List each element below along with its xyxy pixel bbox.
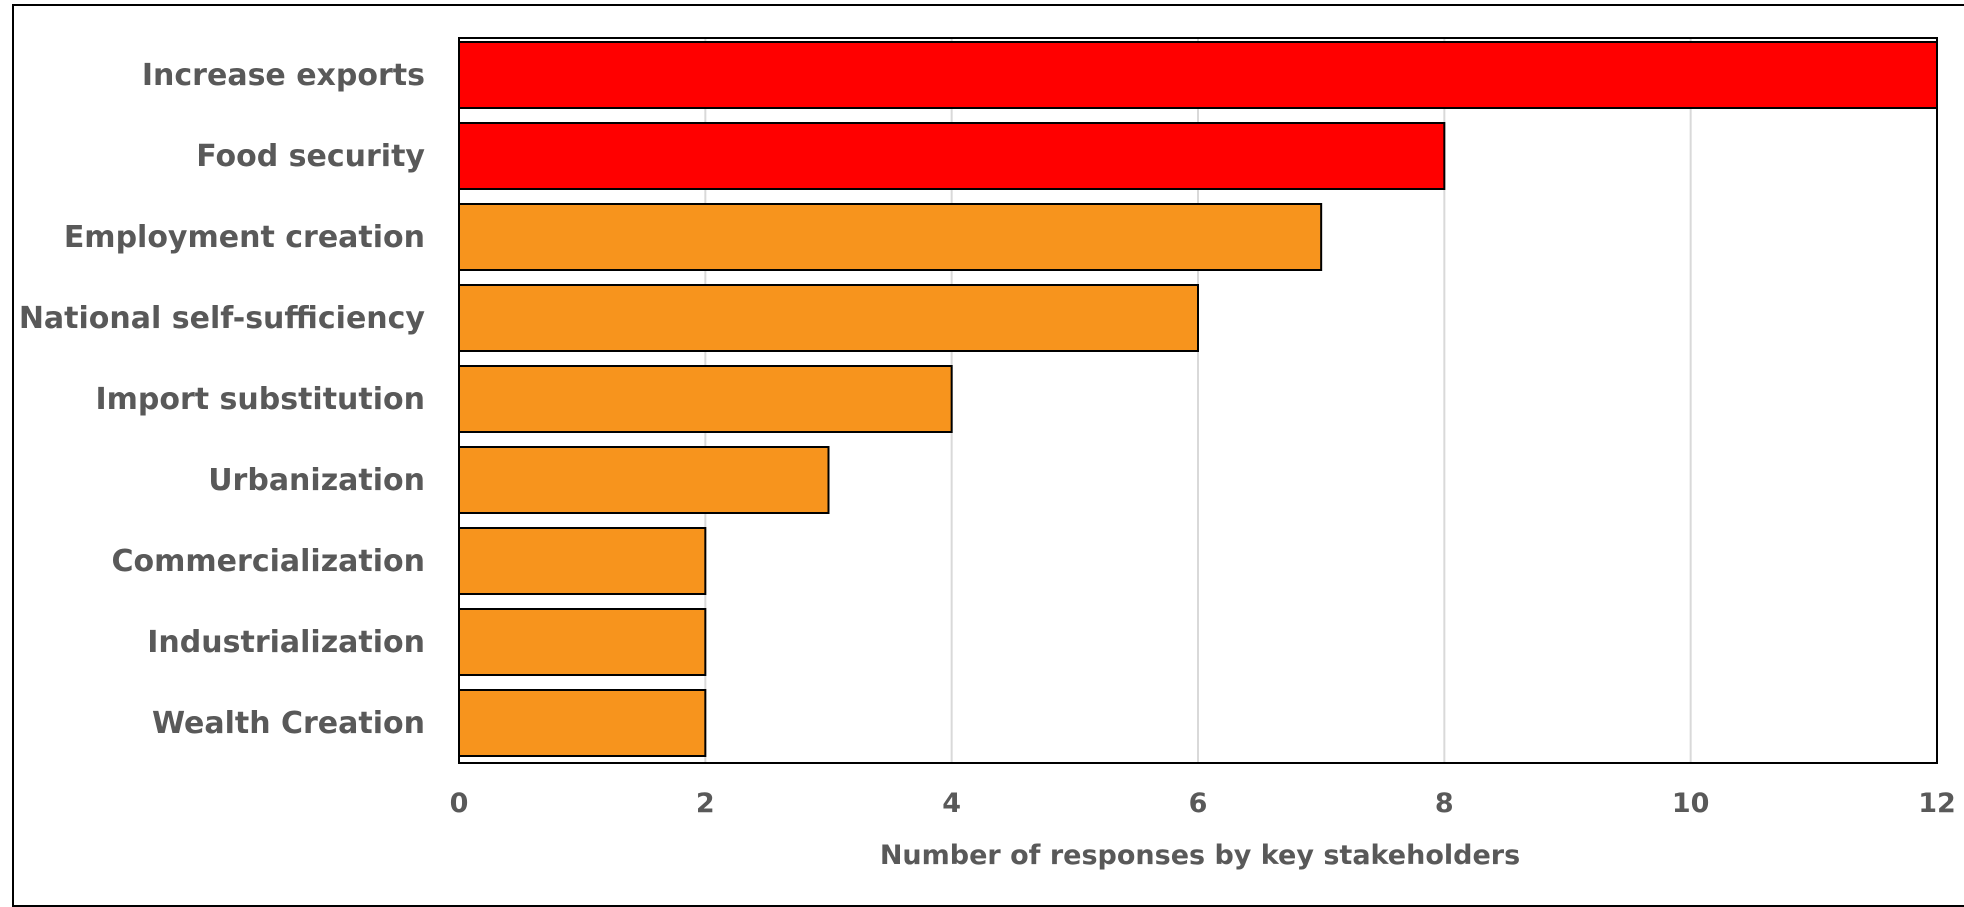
- bar-increase-exports: [458, 41, 1938, 109]
- category-label: Industrialization: [147, 625, 425, 660]
- x-tick-label: 10: [1672, 788, 1710, 819]
- category-label: Wealth Creation: [152, 706, 425, 741]
- x-tick-label: 6: [1189, 788, 1208, 819]
- x-tick-label: 0: [450, 788, 469, 819]
- category-label: Import substitution: [95, 382, 425, 417]
- bar-national-self-sufficiency: [458, 284, 1199, 352]
- bar-wealth-creation: [458, 689, 707, 757]
- x-axis-title: Number of responses by key stakeholders: [880, 840, 1520, 871]
- bar-employment-creation: [458, 203, 1323, 271]
- x-tick-label: 4: [942, 788, 961, 819]
- category-label: Increase exports: [142, 58, 425, 93]
- bar-urbanization: [458, 446, 830, 514]
- category-label: Commercialization: [112, 544, 425, 579]
- x-tick-labels: 0 2 4 6 8 10 12: [450, 788, 1956, 819]
- bar-industrialization: [458, 608, 707, 676]
- bars: [458, 41, 1938, 757]
- x-tick-label: 12: [1918, 788, 1956, 819]
- category-label: Employment creation: [64, 220, 425, 255]
- bar-food-security: [458, 122, 1446, 190]
- bar-commercialization: [458, 527, 707, 595]
- bar-import-substitution: [458, 365, 953, 433]
- x-tick-label: 2: [696, 788, 715, 819]
- category-label: National self-sufficiency: [19, 301, 426, 336]
- category-labels: Increase exports Food security Employment …: [19, 58, 426, 741]
- category-label: Urbanization: [208, 463, 425, 498]
- x-tick-label: 8: [1435, 788, 1454, 819]
- category-label: Food security: [196, 139, 425, 174]
